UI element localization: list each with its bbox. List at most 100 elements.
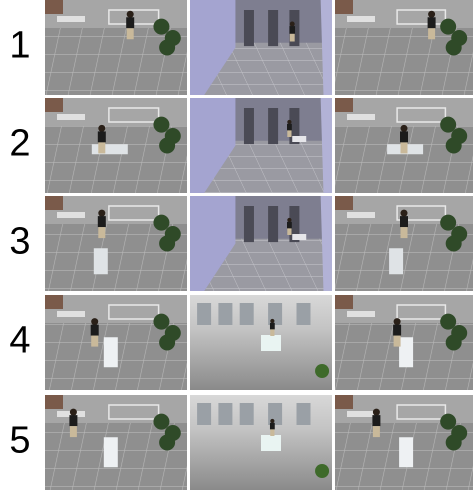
- person-body: [393, 324, 402, 336]
- person-body: [97, 131, 106, 143]
- person-head: [287, 217, 292, 223]
- person-head: [98, 124, 106, 132]
- board: [103, 437, 118, 468]
- person-head: [91, 318, 99, 326]
- door: [289, 108, 300, 145]
- window: [296, 303, 311, 325]
- plant: [153, 18, 170, 35]
- plant: [440, 313, 457, 330]
- railing: [396, 205, 447, 221]
- person-body: [400, 131, 408, 143]
- railing: [108, 404, 160, 420]
- board: [389, 248, 404, 275]
- person-legs: [98, 227, 106, 239]
- photo: [45, 295, 187, 390]
- photo-content: [45, 196, 187, 291]
- left-wall: [190, 0, 236, 95]
- railing: [396, 304, 447, 320]
- plant: [445, 334, 462, 351]
- plant: [440, 18, 457, 35]
- plant: [159, 137, 176, 154]
- person-legs: [400, 227, 408, 239]
- board: [399, 437, 414, 468]
- person-legs: [270, 329, 275, 336]
- window: [296, 403, 311, 425]
- person-body: [287, 221, 292, 229]
- photo-content: [45, 295, 187, 390]
- plant: [440, 214, 457, 231]
- bench: [347, 16, 375, 22]
- photo-content: [335, 395, 473, 490]
- person-legs: [287, 130, 292, 137]
- door: [268, 206, 279, 243]
- photo-content: [45, 98, 187, 193]
- row-number: 1: [9, 25, 30, 67]
- person-legs: [400, 142, 408, 154]
- photo: [190, 295, 332, 390]
- plant: [445, 39, 462, 56]
- door: [268, 10, 279, 47]
- photo: [190, 0, 332, 95]
- photo: [45, 0, 187, 95]
- photo-content: [190, 395, 332, 490]
- bench: [347, 411, 375, 417]
- window: [268, 303, 283, 325]
- plant: [315, 364, 330, 378]
- person-body: [269, 422, 275, 430]
- bench: [347, 114, 375, 120]
- window: [268, 403, 283, 425]
- window: [197, 303, 212, 325]
- person-head: [400, 124, 408, 132]
- wall-corner: [335, 0, 353, 14]
- person-body: [97, 216, 106, 228]
- photo: [335, 295, 473, 390]
- person-head: [126, 10, 134, 18]
- photo: [335, 98, 473, 193]
- board: [399, 337, 414, 368]
- person-head: [270, 318, 275, 324]
- window: [239, 303, 254, 325]
- bench: [57, 114, 85, 120]
- row-number: 3: [9, 221, 30, 263]
- right-wall: [320, 0, 332, 95]
- railing: [396, 404, 447, 420]
- window: [218, 403, 233, 425]
- bench: [347, 212, 375, 218]
- railing: [108, 205, 160, 221]
- window: [218, 303, 233, 325]
- plant: [440, 116, 457, 133]
- person-head: [69, 408, 77, 416]
- board: [93, 248, 108, 275]
- person-legs: [91, 335, 99, 347]
- photo-content: [45, 395, 187, 490]
- person-head: [98, 209, 106, 217]
- railing: [396, 9, 447, 25]
- person-body: [90, 324, 99, 336]
- photo-content: [190, 98, 332, 193]
- wall-corner: [45, 295, 63, 309]
- photo: [45, 395, 187, 490]
- row-number: 2: [9, 123, 30, 165]
- plant: [159, 235, 176, 252]
- door: [268, 108, 279, 145]
- left-wall: [190, 98, 236, 193]
- photo-content: [190, 0, 332, 95]
- plant: [159, 434, 176, 451]
- board: [261, 435, 281, 451]
- person-body: [269, 322, 275, 330]
- plant: [159, 39, 176, 56]
- wall-corner: [335, 98, 353, 112]
- board: [91, 144, 128, 155]
- board: [261, 335, 281, 351]
- door: [243, 10, 254, 47]
- railing: [108, 107, 160, 123]
- person-legs: [428, 28, 436, 40]
- plant: [153, 116, 170, 133]
- photo-content: [190, 295, 332, 390]
- photo-content: [335, 196, 473, 291]
- wall-corner: [45, 0, 63, 14]
- plant: [153, 214, 170, 231]
- bench: [57, 212, 85, 218]
- board: [292, 234, 307, 240]
- person-legs: [126, 28, 134, 40]
